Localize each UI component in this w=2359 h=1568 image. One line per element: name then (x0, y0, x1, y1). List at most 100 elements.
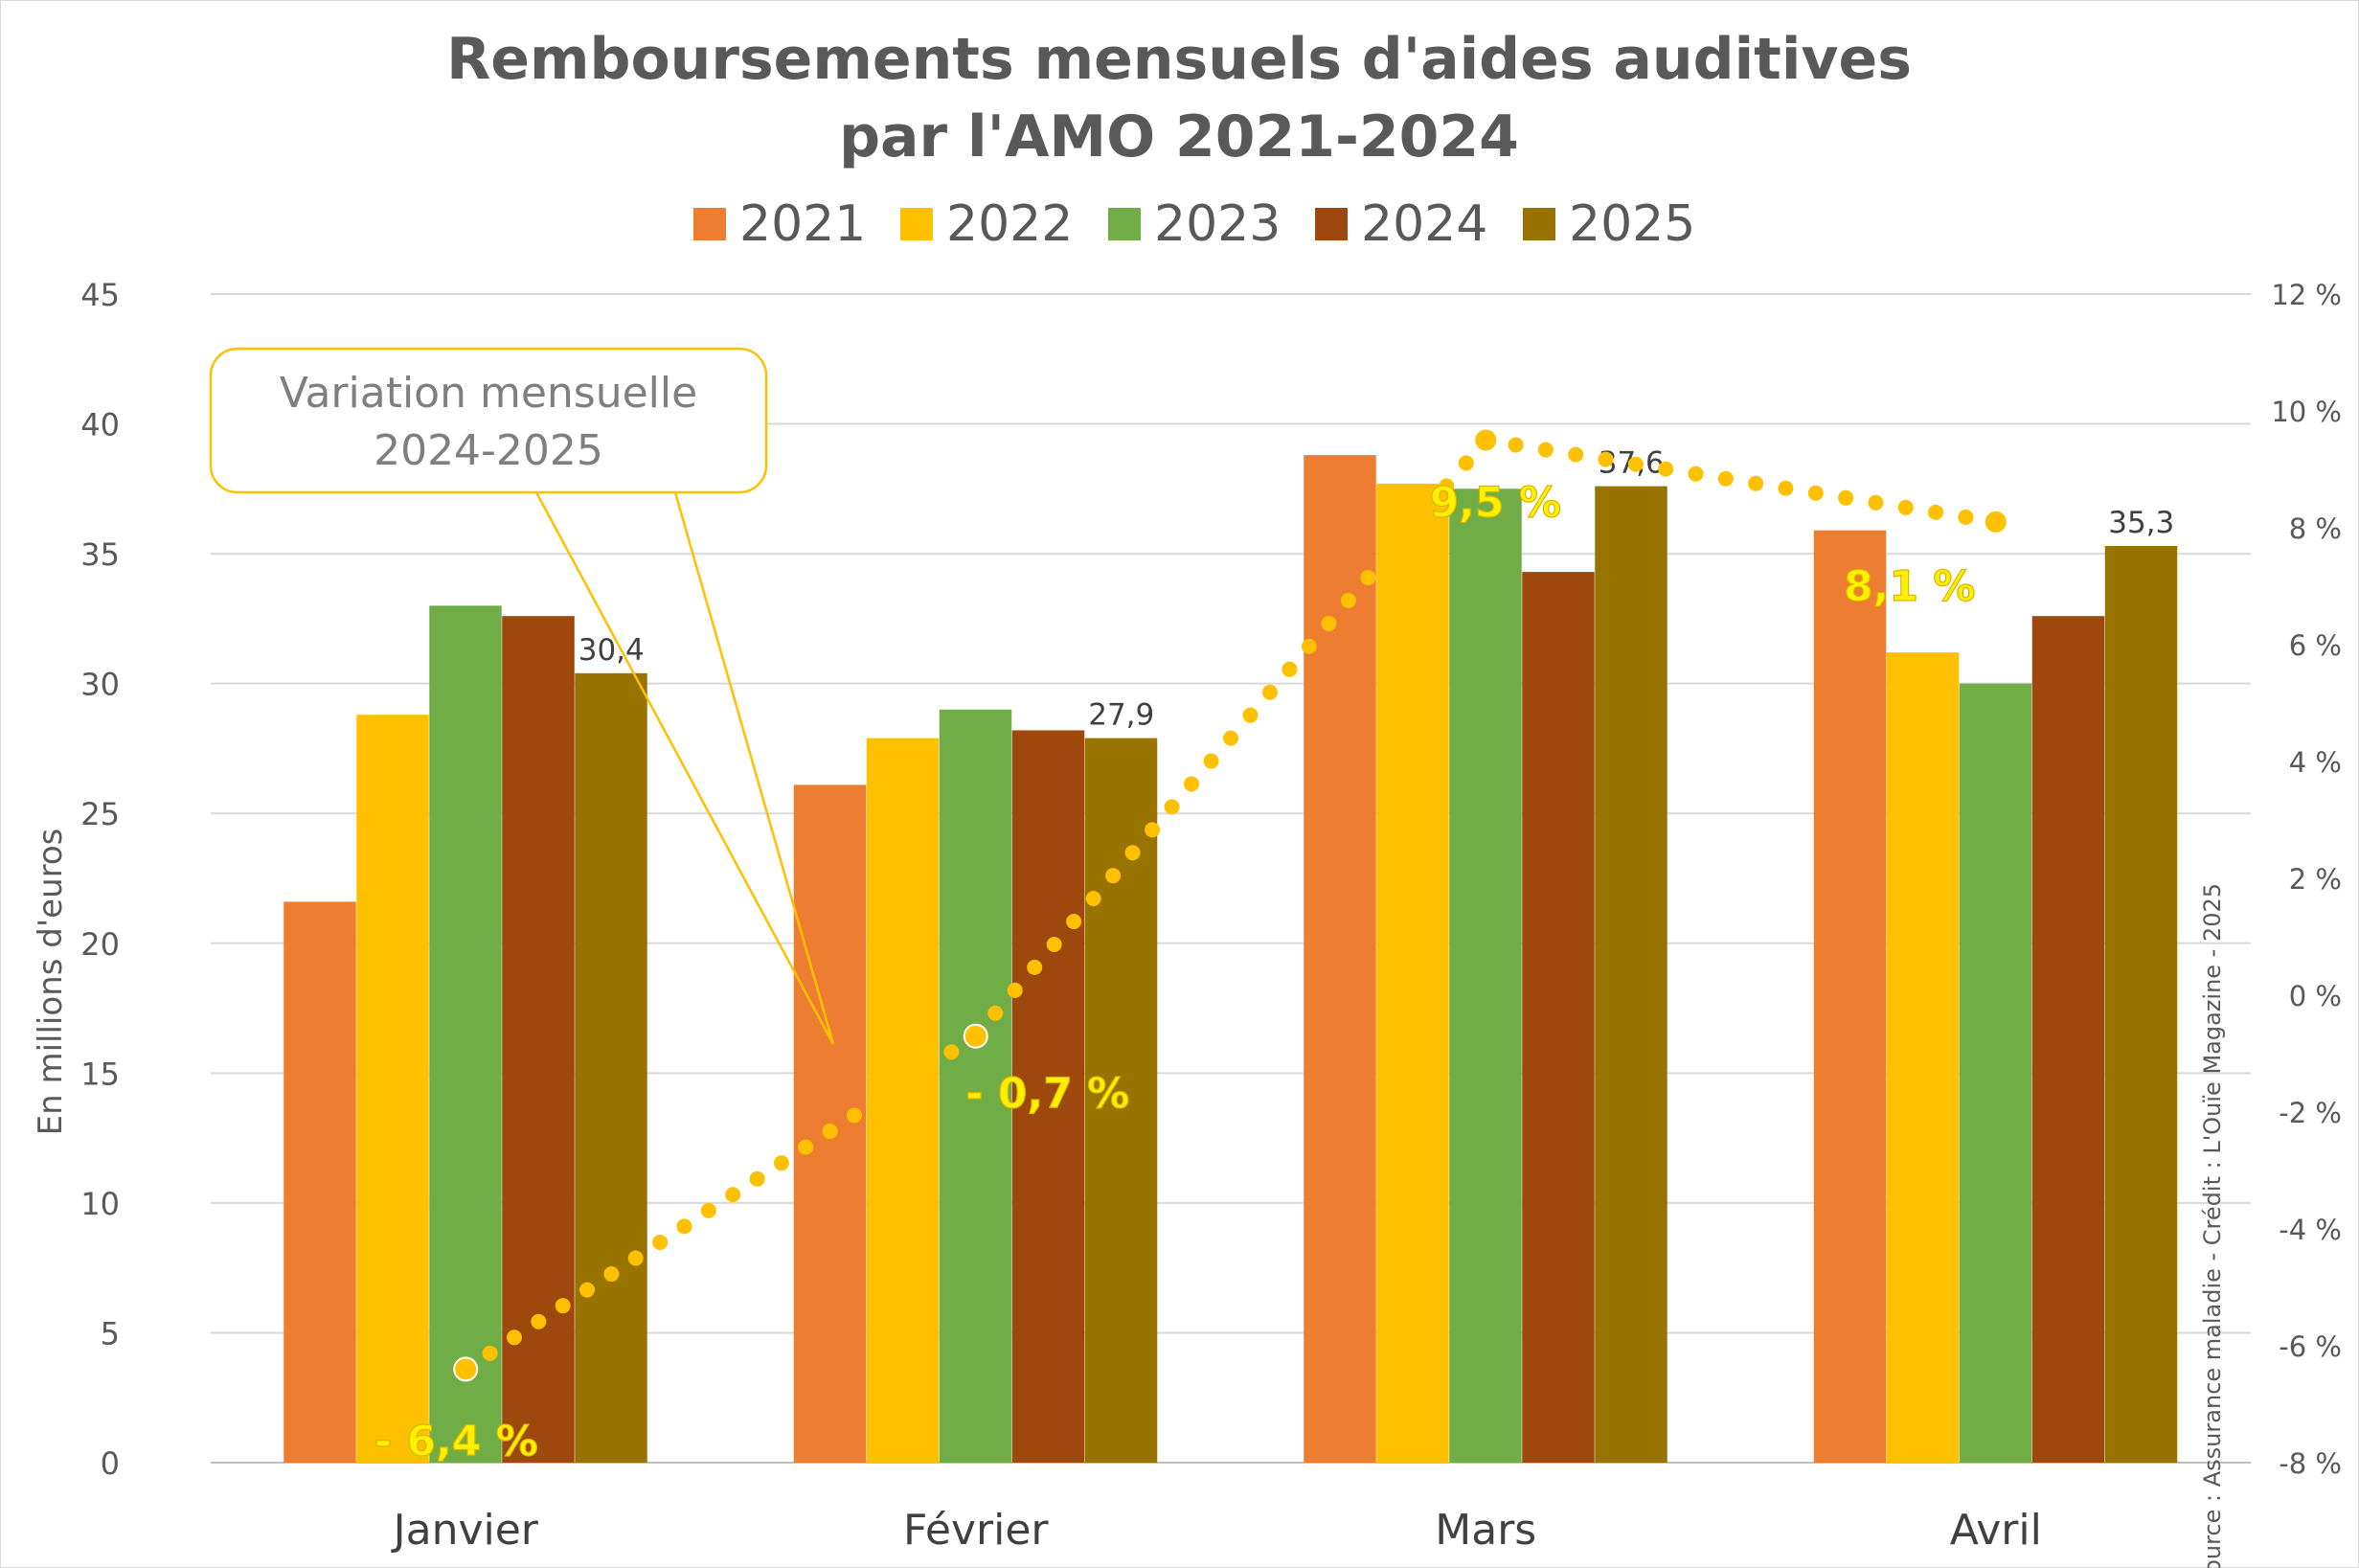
variation-dot (1242, 707, 1259, 723)
y-tick-label: 30 (80, 667, 120, 703)
variation-dot (531, 1313, 547, 1329)
variation-dot (1340, 593, 1356, 609)
y-tick-label: 25 (80, 796, 120, 832)
variation-dot (676, 1218, 692, 1235)
bar-2023 (1959, 683, 2032, 1463)
variation-dot (798, 1139, 814, 1155)
variation-dot (1145, 822, 1161, 838)
variation-dot (1007, 982, 1023, 998)
variation-dot (1282, 661, 1298, 677)
chart-title-line1: Remboursements mensuels d'aides auditive… (446, 26, 1912, 93)
variation-dot (1717, 470, 1734, 487)
variation-dot (1105, 868, 1122, 884)
callout-leader-left (534, 491, 835, 1045)
variation-dot (1807, 485, 1824, 501)
variation-dot (1439, 478, 1455, 494)
y-tick-label: 35 (80, 536, 120, 573)
bar-2024 (2031, 616, 2105, 1463)
variation-dot (1508, 437, 1524, 453)
variation-dot (1627, 456, 1644, 472)
bar-2021 (1813, 530, 1887, 1463)
legend-label: 2022 (946, 195, 1073, 253)
variation-dot (700, 1202, 716, 1218)
variation-dot (943, 1044, 960, 1060)
bar-2021 (284, 901, 356, 1463)
y2-tick-label: 2 % (2289, 863, 2342, 896)
bar-2024 (1522, 572, 1595, 1463)
variation-dot (1928, 504, 1944, 520)
variation-dot (1897, 499, 1914, 515)
bar-2024 (1011, 730, 1085, 1463)
bar-2025 (575, 672, 647, 1463)
y-tick-label: 40 (80, 407, 120, 443)
x-tick-label: Mars (1435, 1506, 1536, 1555)
variation-dot (822, 1124, 838, 1140)
bar-2023 (429, 605, 502, 1463)
x-axis: Janvier Février Mars Avril (391, 1506, 2042, 1555)
variation-dot (1085, 891, 1101, 907)
y-axis-title: En millions d'euros (32, 829, 70, 1136)
legend-label: 2025 (1569, 195, 1695, 253)
variation-dot (987, 1005, 1004, 1021)
bar-2022 (1376, 483, 1449, 1463)
variation-dot (482, 1345, 498, 1361)
variation-label: - 0,7 % (965, 1070, 1129, 1119)
variation-dot (1868, 494, 1884, 511)
y2-tick-label: 6 % (2289, 629, 2342, 662)
variation-dot (652, 1234, 669, 1250)
legend-label: 2024 (1361, 195, 1487, 253)
variation-dot (555, 1298, 571, 1314)
variation-dot (846, 1107, 862, 1124)
bar-2025 (1595, 486, 1667, 1464)
variation-labels: - 6,4 % - 0,7 % 9,5 % 8,1 % (374, 478, 1976, 1466)
source-credit: Source : Assurance maladie - Crédit : L'… (2199, 883, 2226, 1568)
bar-data-labels: 30,427,937,635,3 (578, 446, 2175, 733)
y2-tick-label: -6 % (2279, 1330, 2342, 1363)
y2-tick-label: -8 % (2279, 1447, 2342, 1480)
variation-dot (1223, 730, 1238, 746)
variation-dot (1537, 442, 1554, 458)
variation-dot (603, 1266, 620, 1283)
variation-dot (1321, 615, 1337, 631)
x-tick-label: Janvier (391, 1506, 539, 1555)
variation-dot (1418, 501, 1435, 517)
callout-text-line1: Variation mensuelle (280, 369, 697, 418)
bar-2023 (1449, 489, 1522, 1463)
y-axis-right: -8 % -6 % -4 % -2 % 0 % 2 % 4 % 6 % 8 % 10 % 12 % (2271, 279, 2342, 1480)
variation-dot (579, 1282, 596, 1298)
legend-swatch (693, 208, 726, 240)
bar-2021 (1304, 455, 1376, 1464)
legend-label: 2023 (1154, 195, 1281, 253)
y2-tick-label: 10 % (2271, 396, 2342, 428)
callout-leader-right (673, 491, 835, 1045)
variation-dot (1261, 684, 1278, 700)
chart-title-line2: par l'AMO 2021-2024 (839, 103, 1519, 170)
variation-dot (1184, 776, 1200, 792)
variation-dot (506, 1329, 522, 1346)
legend-swatch (1315, 208, 1348, 240)
variation-dot (1458, 455, 1474, 471)
variation-dot (1748, 475, 1764, 491)
bar-data-label: 30,4 (578, 633, 645, 668)
y2-tick-label: -2 % (2279, 1097, 2342, 1129)
variation-dot (1124, 845, 1141, 861)
variation-label: 8,1 % (1844, 562, 1975, 611)
variation-label: - 6,4 % (374, 1417, 538, 1466)
y-tick-label: 10 (80, 1186, 120, 1222)
variation-dot (1379, 547, 1395, 563)
variation-marker (1983, 509, 2008, 534)
variation-dot (1688, 466, 1704, 482)
y-tick-label: 45 (80, 277, 120, 313)
x-tick-label: Avril (1950, 1506, 2042, 1555)
variation-marker (963, 1023, 988, 1049)
variation-dot (1568, 446, 1584, 463)
variation-marker (1473, 427, 1499, 453)
variation-dot (1838, 489, 1854, 506)
variation-dot (1658, 461, 1674, 477)
legend-swatch (1108, 208, 1141, 240)
bar-data-label: 35,3 (2108, 506, 2174, 540)
variation-dot (627, 1250, 644, 1266)
bar-2022 (356, 715, 429, 1463)
legend-swatch (900, 208, 933, 240)
